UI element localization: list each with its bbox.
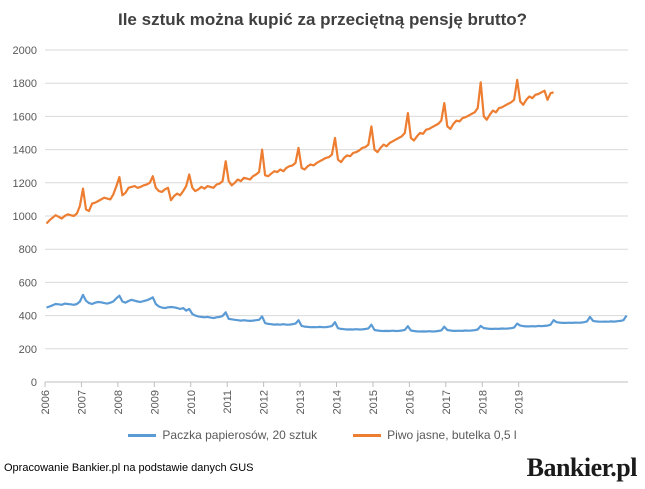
x-tick-label: 2010	[186, 390, 198, 414]
series-line-2	[45, 78, 554, 225]
y-tick-label: 1200	[13, 178, 37, 190]
chart-title: Ile sztuk można kupić za przeciętną pens…	[117, 10, 528, 29]
y-tick-label: 600	[19, 277, 37, 289]
chart-svg: 0 200 400 600 800 1000 1200 1400 1600 1800 2000 200…	[13, 45, 628, 414]
legend-label-series-1: Paczka papierosów, 20 sztuk	[162, 428, 318, 442]
series-line-1	[46, 293, 628, 333]
legend-swatch-series-2	[353, 433, 382, 437]
legend-label-series-2: Piwo jasne, butelka 0,5 l	[387, 428, 517, 442]
y-tick-label: 800	[19, 244, 37, 256]
source-note: Opracowanie Bankier.pl na podstawie dany…	[4, 462, 254, 474]
x-tick-label: 2017	[441, 390, 453, 414]
x-tick-label: 2019	[514, 390, 526, 414]
x-tick-label: 2006	[40, 390, 52, 414]
x-tick-label: 2014	[332, 390, 344, 414]
y-tick-label: 0	[31, 377, 37, 389]
y-tick-label: 400	[19, 311, 37, 323]
legend-item-series-2: Piwo jasne, butelka 0,5 l	[353, 428, 517, 442]
x-tick-label: 2016	[404, 390, 416, 414]
x-tick-label: 2015	[368, 390, 380, 414]
y-tick-label: 1800	[13, 78, 37, 90]
x-tick-label: 2008	[113, 390, 125, 414]
legend: Paczka papierosów, 20 sztuk Piwo jasne, …	[0, 428, 645, 442]
x-tick-label: 2018	[477, 390, 489, 414]
y-tick-label: 1000	[13, 211, 37, 223]
x-tick-label: 2011	[222, 390, 234, 414]
legend-item-series-1: Paczka papierosów, 20 sztuk	[128, 428, 317, 442]
y-tick-label: 2000	[13, 45, 37, 57]
y-tick-label: 1400	[13, 145, 37, 157]
legend-swatch-series-1	[128, 433, 157, 437]
y-tick-label: 200	[19, 344, 37, 356]
x-tick-label: 2009	[149, 390, 161, 414]
y-tick-label: 1600	[13, 111, 37, 123]
brand-logo[interactable]: Bankier.pl	[526, 453, 638, 482]
chart-frame: Ile sztuk można kupić za przeciętną pens…	[0, 10, 645, 442]
x-tick-label: 2013	[295, 390, 307, 414]
x-tick-label: 2007	[76, 390, 88, 414]
x-tick-label: 2012	[259, 390, 271, 414]
